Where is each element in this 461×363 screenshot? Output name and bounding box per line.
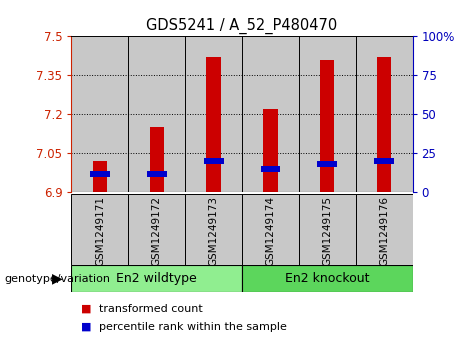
Text: transformed count: transformed count <box>99 303 203 314</box>
Bar <box>207 57 221 192</box>
Text: genotype/variation: genotype/variation <box>5 274 111 284</box>
Bar <box>263 109 278 192</box>
Bar <box>356 36 413 192</box>
Bar <box>93 161 107 192</box>
Text: ▶: ▶ <box>52 272 62 286</box>
Bar <box>128 194 185 265</box>
Bar <box>147 171 167 177</box>
Text: GSM1249171: GSM1249171 <box>95 196 105 266</box>
Bar <box>204 158 224 164</box>
Text: GSM1249176: GSM1249176 <box>379 196 389 266</box>
Text: GSM1249174: GSM1249174 <box>266 196 276 266</box>
Bar <box>150 127 164 192</box>
Title: GDS5241 / A_52_P480470: GDS5241 / A_52_P480470 <box>147 17 337 33</box>
Text: ■: ■ <box>81 303 91 314</box>
Bar <box>242 36 299 192</box>
Bar <box>71 265 242 292</box>
Text: GSM1249175: GSM1249175 <box>322 196 332 266</box>
Bar <box>374 158 394 164</box>
Bar <box>71 36 128 192</box>
Text: GSM1249172: GSM1249172 <box>152 196 162 266</box>
Bar <box>356 194 413 265</box>
Text: GSM1249173: GSM1249173 <box>208 196 219 266</box>
Bar <box>320 60 334 192</box>
Bar <box>185 36 242 192</box>
Bar <box>242 194 299 265</box>
Text: En2 wildtype: En2 wildtype <box>116 272 197 285</box>
Bar <box>299 194 356 265</box>
Bar <box>299 36 356 192</box>
Bar <box>128 36 185 192</box>
Bar <box>185 194 242 265</box>
Text: percentile rank within the sample: percentile rank within the sample <box>99 322 287 332</box>
Bar <box>90 171 110 177</box>
Bar <box>260 166 280 172</box>
Bar <box>317 161 337 167</box>
Bar <box>71 194 128 265</box>
Bar <box>377 57 391 192</box>
Text: En2 knockout: En2 knockout <box>285 272 370 285</box>
Bar <box>242 265 413 292</box>
Text: ■: ■ <box>81 322 91 332</box>
